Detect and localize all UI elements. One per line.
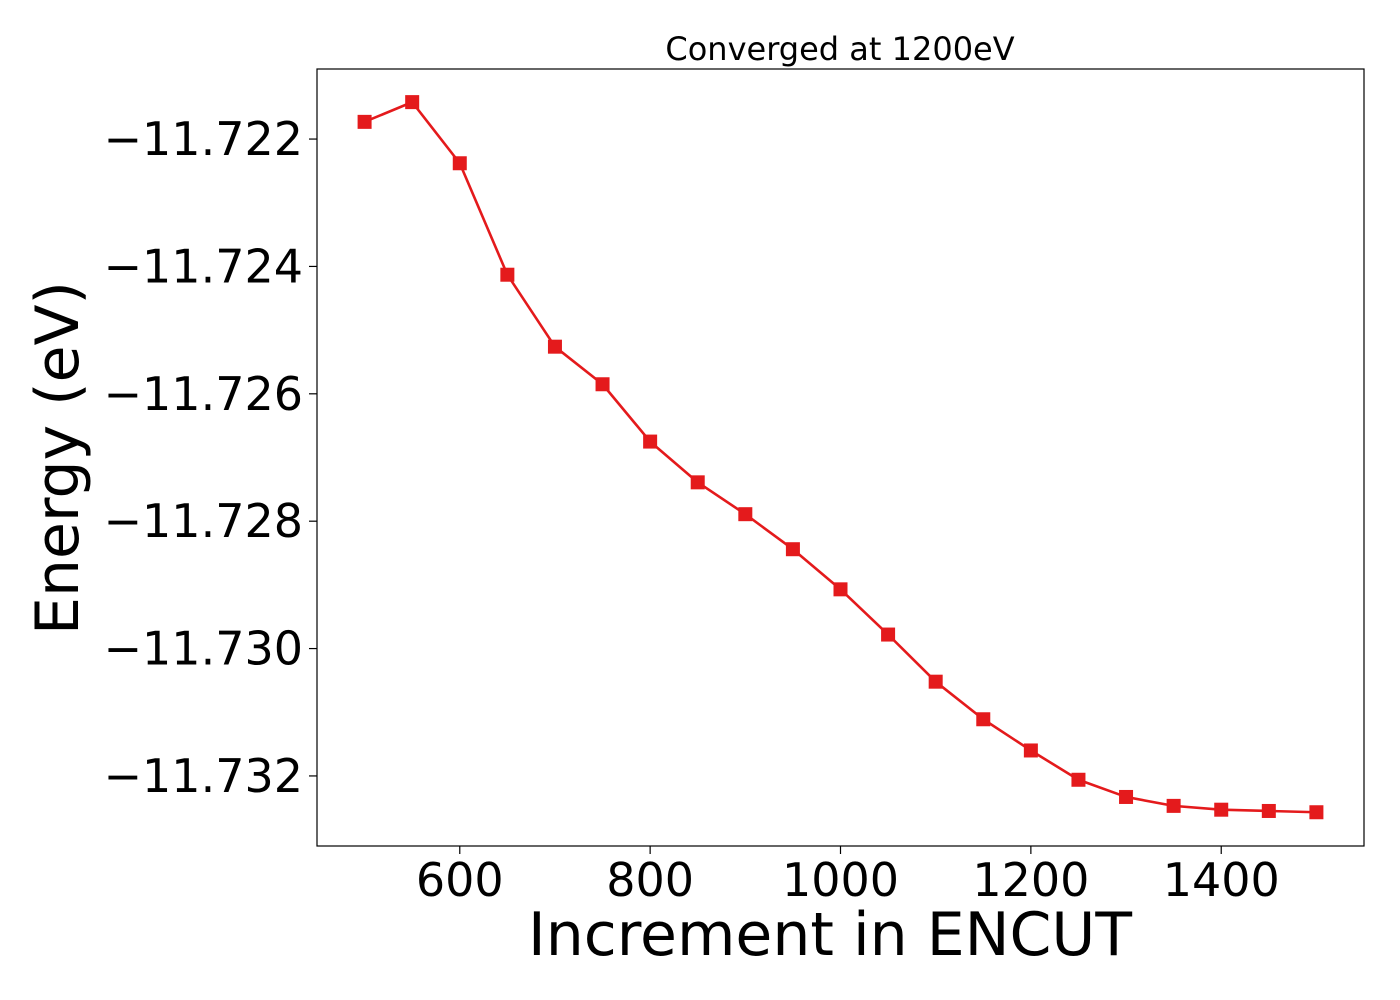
chart-title: Converged at 1200eV	[665, 30, 1014, 68]
data-point-marker	[595, 377, 610, 392]
data-point-marker	[833, 582, 848, 597]
data-point-marker	[785, 542, 800, 557]
data-point-marker	[690, 475, 705, 490]
data-point-marker	[1309, 805, 1324, 820]
data-point-marker	[547, 339, 562, 354]
y-tick-label: −11.722	[104, 112, 304, 166]
data-point-marker	[643, 434, 658, 449]
data-point-marker	[738, 507, 753, 522]
data-point-marker	[1071, 772, 1086, 787]
y-tick-label: −11.724	[104, 239, 304, 293]
data-point-marker	[1261, 803, 1276, 818]
data-point-marker	[405, 95, 420, 110]
y-tick-label: −11.726	[104, 367, 304, 421]
data-point-marker	[1119, 789, 1134, 804]
y-tick-label: −11.728	[104, 494, 304, 548]
data-point-marker	[1214, 802, 1229, 817]
data-point-marker	[357, 114, 372, 129]
x-tick-label: 1400	[1163, 853, 1280, 907]
x-tick-label: 1000	[782, 853, 899, 907]
data-point-marker	[881, 627, 896, 642]
data-point-marker	[1166, 798, 1181, 813]
x-tick-label: 600	[416, 853, 504, 907]
x-axis-label: Increment in ENCUT	[528, 900, 1132, 970]
data-point-marker	[452, 156, 467, 171]
data-point-marker	[928, 674, 943, 689]
y-tick-label: −11.732	[104, 749, 304, 803]
data-point-marker	[976, 712, 991, 727]
data-point-marker	[500, 267, 515, 282]
y-axis-ticks: −11.722 −11.724 −11.726 −11.728 −11.730 −11.7…	[104, 112, 317, 803]
x-tick-label: 800	[606, 853, 694, 907]
data-point-marker	[1023, 743, 1038, 758]
y-tick-label: −11.730	[104, 622, 304, 676]
y-axis-label: Energy (eV)	[23, 281, 93, 635]
series-layer	[357, 95, 1324, 820]
x-axis-ticks: 600 800 1000 1200 1400	[416, 846, 1280, 907]
x-tick-label: 1200	[972, 853, 1089, 907]
